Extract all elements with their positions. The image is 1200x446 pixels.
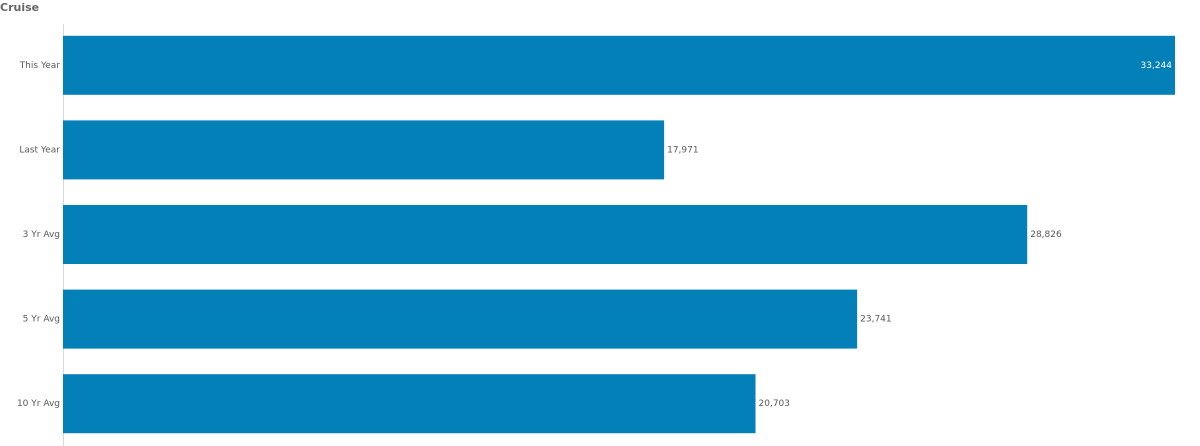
bar <box>63 205 1028 264</box>
value-label: 28,826 <box>1030 230 1062 240</box>
chart-title: Cruise <box>0 1 39 14</box>
y-tick-label: 10 Yr Avg <box>17 399 60 409</box>
value-label: 33,244 <box>1141 61 1173 71</box>
value-label: 20,703 <box>759 399 791 409</box>
bar <box>63 35 1175 95</box>
y-tick-label: Last Year <box>19 145 60 155</box>
y-tick-label: 3 Yr Avg <box>23 230 60 240</box>
value-label: 17,971 <box>667 145 699 155</box>
value-label: 23,741 <box>860 315 892 325</box>
bar <box>63 289 858 349</box>
y-tick-label: This Year <box>19 61 61 71</box>
y-tick-label: 5 Yr Avg <box>23 315 60 325</box>
bar <box>63 374 756 434</box>
bar <box>63 120 665 180</box>
